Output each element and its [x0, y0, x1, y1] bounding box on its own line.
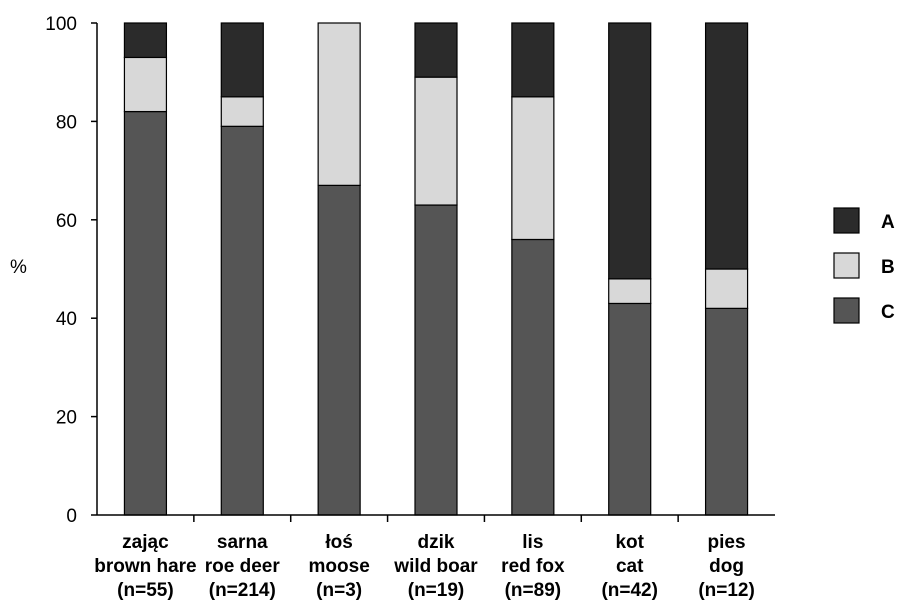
- y-axis-ticks: 0 20 40 60 80 100: [45, 14, 97, 527]
- legend-label-B: B: [881, 257, 895, 278]
- category-label: pies: [708, 532, 746, 553]
- bar-segment-B-0: [123, 56, 168, 113]
- y-tick-label: 60: [56, 211, 77, 232]
- y-axis-label: %: [10, 257, 27, 278]
- legend-swatch-C: [833, 297, 860, 324]
- bar-segment-B-5: [608, 278, 652, 305]
- category-label: (n=214): [209, 580, 276, 601]
- category-label: kot: [615, 532, 644, 553]
- category-label: brown hare: [94, 556, 196, 577]
- bar-segment-B-1: [220, 96, 264, 127]
- category-label: cat: [616, 556, 644, 577]
- y-tick-label: 20: [56, 408, 77, 429]
- category-label: (n=3): [316, 580, 362, 601]
- bar-segment-C-5: [608, 302, 652, 516]
- bar-segment-A-4: [511, 22, 555, 98]
- bar-segment-A-6: [704, 22, 749, 270]
- bar-segment-A-1: [220, 22, 264, 98]
- bar-segment-B-2: [317, 22, 361, 186]
- category-label: dog: [709, 556, 744, 577]
- bar-segment-B-3: [414, 76, 458, 206]
- category-label: red fox: [501, 556, 565, 577]
- y-tick-label: 40: [56, 309, 77, 330]
- y-tick-label: 80: [56, 112, 77, 133]
- bar-segment-B-4: [511, 96, 555, 241]
- bar-segment-A-3: [414, 22, 458, 78]
- legend-label-A: A: [881, 212, 895, 233]
- bar-segment-B-6: [704, 268, 749, 309]
- axes: [96, 23, 775, 522]
- category-label: zając: [122, 532, 169, 553]
- bar-segment-A-5: [608, 22, 652, 280]
- category-label: moose: [309, 556, 370, 577]
- legend-swatch-B: [833, 252, 860, 279]
- legend: A B C: [833, 207, 895, 324]
- y-tick-label: 0: [66, 506, 77, 527]
- category-label: (n=55): [117, 580, 174, 601]
- bar-segment-C-3: [414, 204, 458, 516]
- bar-segment-C-1: [220, 125, 264, 516]
- category-label: łoś: [325, 532, 352, 553]
- category-label: (n=42): [601, 580, 658, 601]
- category-label: (n=89): [505, 580, 562, 601]
- bar-segment-C-4: [511, 238, 555, 516]
- bar-segment-C-6: [704, 307, 749, 516]
- x-axis-category-labels: zając brown hare (n=55) sarna roe deer (n=214…: [94, 532, 755, 601]
- category-label: roe deer: [205, 556, 281, 577]
- legend-label-C: C: [881, 302, 895, 323]
- category-label: lis: [522, 532, 543, 553]
- bars: [123, 22, 749, 516]
- category-label: (n=12): [698, 580, 755, 601]
- bar-segment-A-0: [123, 22, 168, 59]
- category-label: dzik: [418, 532, 455, 553]
- category-label: wild boar: [393, 556, 478, 577]
- category-label: sarna: [217, 532, 268, 553]
- category-label: (n=19): [408, 580, 465, 601]
- bar-segment-C-0: [123, 110, 168, 516]
- legend-swatch-A: [833, 207, 860, 234]
- bar-segment-C-2: [317, 184, 361, 516]
- y-tick-label: 100: [45, 14, 77, 35]
